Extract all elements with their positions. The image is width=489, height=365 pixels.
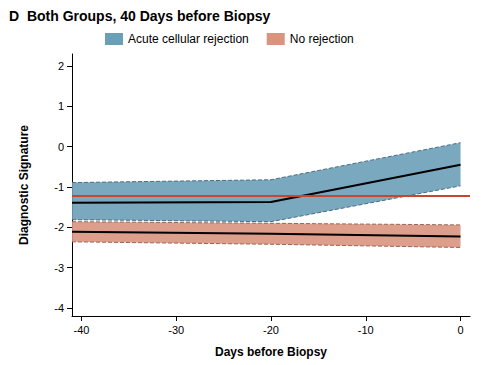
svg-text:-40: -40 [74,324,90,336]
svg-text:2: 2 [58,60,64,72]
svg-text:-2: -2 [54,221,64,233]
svg-text:Diagnostic Signature: Diagnostic Signature [17,125,31,245]
svg-text:D Both Groups, 40 Days before: D Both Groups, 40 Days before Biopsy [9,8,271,24]
svg-text:Days before Biopsy: Days before Biopsy [215,345,327,359]
svg-text:-10: -10 [358,324,374,336]
svg-text:0: 0 [457,324,463,336]
svg-text:-20: -20 [263,324,279,336]
svg-text:-1: -1 [54,181,64,193]
svg-text:0: 0 [58,141,64,153]
svg-text:-30: -30 [168,324,184,336]
svg-text:No rejection: No rejection [290,32,354,46]
svg-text:-4: -4 [54,302,64,314]
svg-text:Acute cellular rejection: Acute cellular rejection [128,32,249,46]
svg-text:-3: -3 [54,262,64,274]
svg-text:1: 1 [58,100,64,112]
